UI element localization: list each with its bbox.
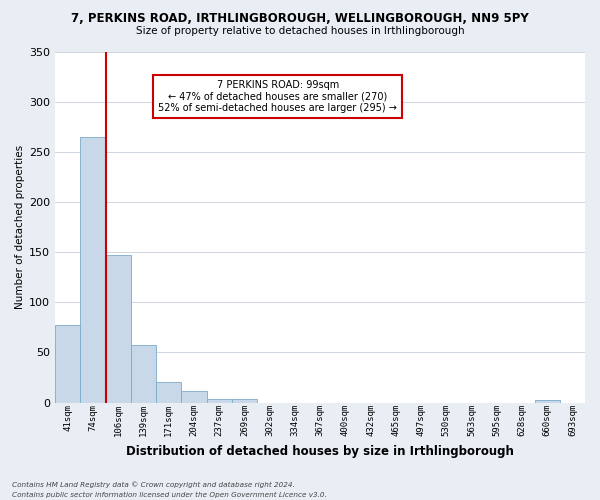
Text: 7, PERKINS ROAD, IRTHLINGBOROUGH, WELLINGBOROUGH, NN9 5PY: 7, PERKINS ROAD, IRTHLINGBOROUGH, WELLIN… — [71, 12, 529, 26]
Bar — [106, 255, 131, 402]
Text: Contains HM Land Registry data © Crown copyright and database right 2024.: Contains HM Land Registry data © Crown c… — [12, 481, 295, 488]
Bar — [80, 136, 106, 402]
Bar — [232, 398, 257, 402]
X-axis label: Distribution of detached houses by size in Irthlingborough: Distribution of detached houses by size … — [126, 444, 514, 458]
Text: Contains public sector information licensed under the Open Government Licence v3: Contains public sector information licen… — [12, 492, 327, 498]
Bar — [181, 392, 206, 402]
Text: Size of property relative to detached houses in Irthlingborough: Size of property relative to detached ho… — [136, 26, 464, 36]
Text: 7 PERKINS ROAD: 99sqm
← 47% of detached houses are smaller (270)
52% of semi-det: 7 PERKINS ROAD: 99sqm ← 47% of detached … — [158, 80, 397, 113]
Bar — [156, 382, 181, 402]
Bar — [55, 326, 80, 402]
Bar — [131, 346, 156, 403]
Y-axis label: Number of detached properties: Number of detached properties — [15, 145, 25, 309]
Bar — [206, 398, 232, 402]
Bar — [535, 400, 560, 402]
